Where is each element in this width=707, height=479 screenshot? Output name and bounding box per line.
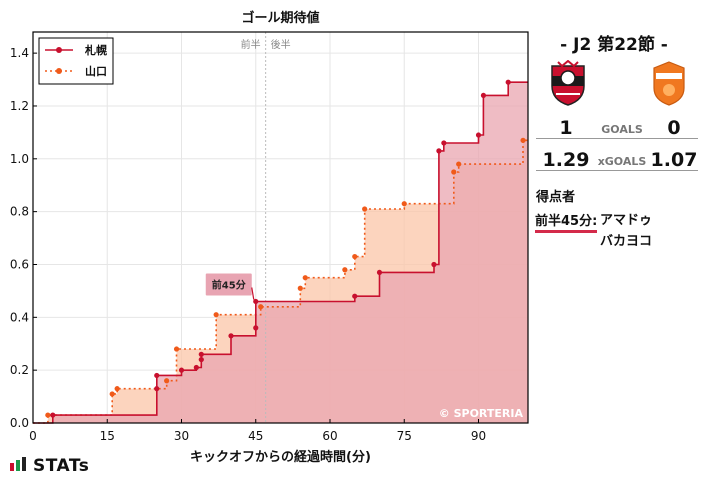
data-point-away [164, 378, 170, 384]
scorer-name: アマドゥ バカヨコ [600, 210, 652, 252]
data-point-home [431, 261, 437, 268]
watermark: © SPORTERIA [439, 407, 524, 420]
data-point-away [114, 386, 120, 392]
data-point-away [520, 137, 526, 143]
data-point-away [213, 312, 219, 318]
data-point-away [352, 253, 358, 260]
sapporo-crest [551, 60, 585, 106]
data-point-home [50, 412, 56, 418]
legend-entry-home-label: 札幌 [84, 43, 107, 57]
data-point-home [198, 351, 204, 357]
x-tick-label: 0 [29, 429, 37, 443]
data-point-home [480, 92, 487, 99]
x-tick-label: 60 [322, 429, 337, 443]
legend-entry-away-marker [56, 68, 62, 74]
legend-entry-home-marker [56, 47, 62, 53]
data-point-away [45, 412, 51, 418]
divider [536, 170, 698, 171]
y-tick-label: 1.0 [10, 152, 29, 166]
plot-frame [32, 31, 529, 424]
x-tick-label: 90 [471, 429, 486, 443]
data-point-home [441, 140, 447, 146]
stats-bars-icon [10, 457, 26, 471]
y-tick-label: 1.2 [10, 99, 29, 113]
data-point-away [401, 201, 407, 207]
away-xg: 1.07 [650, 149, 698, 171]
scorer-time: 前半45分: [535, 210, 598, 233]
data-point-away [302, 275, 308, 281]
xg-row: 1.29 xGOALS 1.07 [536, 149, 698, 175]
y-tick-label: 0.6 [10, 257, 29, 271]
series-line-away [33, 139, 528, 424]
data-point-away [109, 391, 115, 397]
data-point-home [154, 386, 160, 392]
chart-title: ゴール期待値 [241, 10, 319, 26]
goal-annotation-box [205, 273, 252, 296]
data-point-home [352, 293, 358, 299]
yamaguchi-crest [653, 61, 685, 106]
goals-row: 1 GOALS 0 [536, 117, 698, 143]
data-point-home [193, 364, 199, 371]
y-tick-label: 0.8 [10, 205, 29, 219]
xg-label: xGOALS [597, 155, 647, 168]
legend-entry-away-label: 山口 [85, 64, 107, 78]
x-tick-label: 30 [174, 429, 189, 443]
data-point-home [505, 79, 511, 85]
data-point-home [253, 298, 259, 305]
x-tick-label: 15 [100, 429, 115, 443]
data-point-away [362, 206, 368, 212]
goals-label: GOALS [601, 123, 643, 136]
data-point-away [451, 169, 457, 175]
data-point-away [173, 346, 180, 352]
half-label-first: 前半 [241, 38, 261, 51]
legend-box [38, 37, 114, 85]
half-label-second: 後半 [271, 38, 291, 51]
match-title: - J2 第22節 - [560, 35, 668, 55]
scorer-name-line: アマドゥ [600, 213, 653, 228]
data-point-home [198, 356, 204, 363]
home-xg: 1.29 [542, 149, 590, 171]
scorers-heading: 得点者 [536, 190, 576, 205]
data-point-away [342, 267, 348, 273]
home-goals: 1 [559, 117, 573, 139]
data-point-home [436, 148, 442, 154]
y-tick-label: 1.4 [10, 46, 29, 60]
x-axis-label: キックオフからの経過時間(分) [190, 449, 371, 465]
x-tick-label: 45 [248, 429, 263, 443]
data-point-away [297, 285, 303, 291]
data-point-home [376, 269, 383, 276]
goal-annotation-label: 前45分 [212, 278, 246, 291]
away-goals: 0 [667, 117, 681, 139]
x-tick-label: 75 [397, 429, 412, 443]
data-point-home [154, 372, 160, 379]
y-tick-label: 0.2 [10, 363, 29, 377]
stats-brand: STATs [33, 456, 90, 476]
y-tick-label: 0.4 [10, 310, 29, 324]
area-home [33, 82, 528, 423]
data-point-home [253, 325, 259, 331]
goal-annotation-arrow [251, 287, 255, 300]
data-point-home [178, 367, 185, 373]
divider [536, 138, 698, 139]
data-point-home [475, 132, 482, 138]
data-point-away [456, 161, 462, 167]
scorer-name-line: バカヨコ [600, 234, 653, 249]
data-point-away [258, 304, 264, 310]
y-tick-label: 0.0 [10, 416, 29, 430]
data-point-home [228, 333, 234, 339]
